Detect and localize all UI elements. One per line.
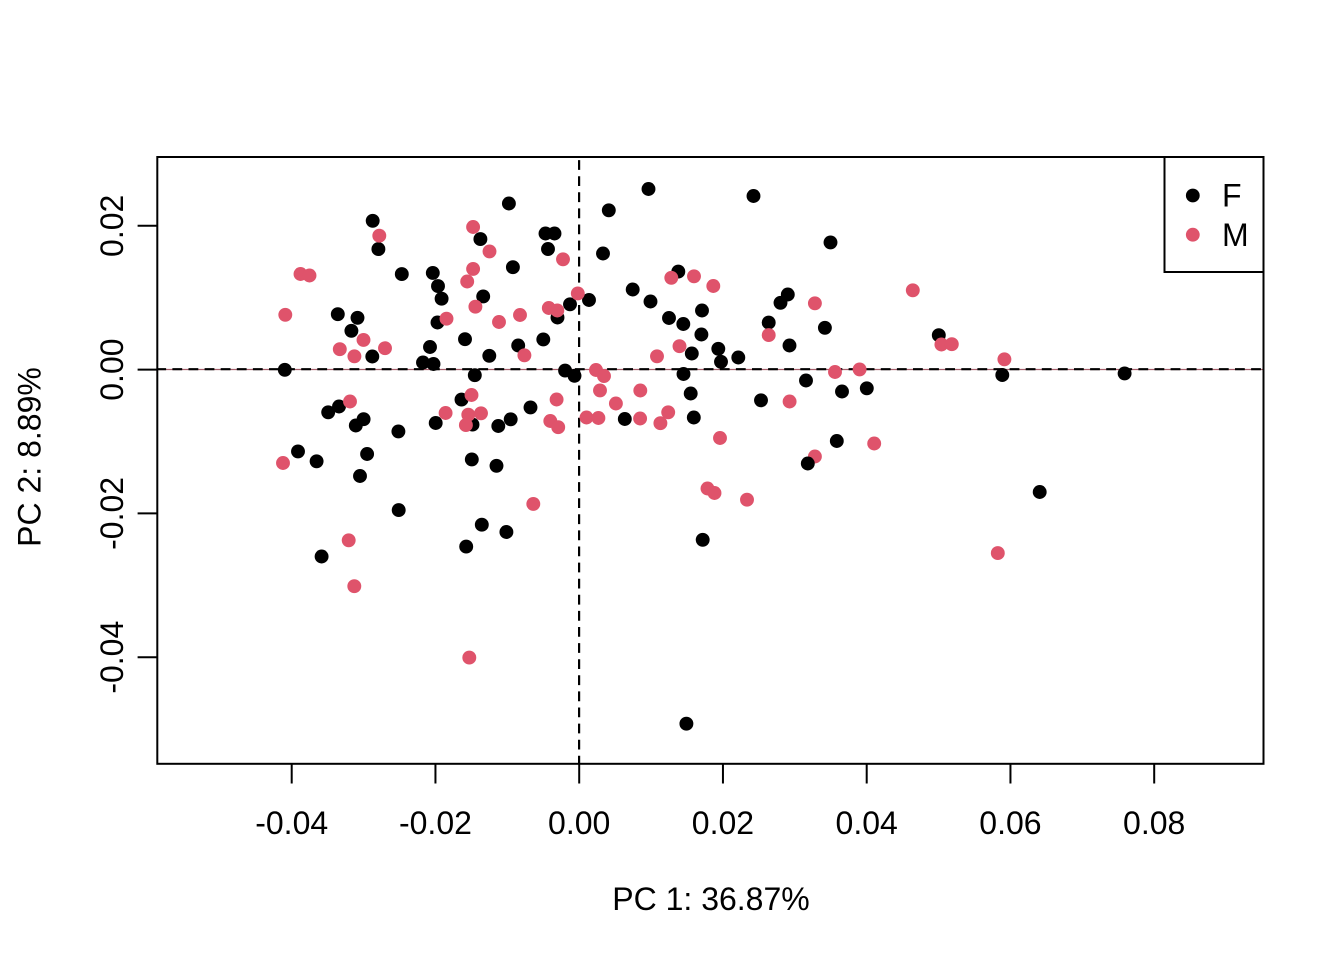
- svg-text:0.06: 0.06: [979, 805, 1041, 841]
- svg-text:F: F: [1222, 178, 1242, 214]
- svg-text:-0.02: -0.02: [399, 805, 472, 841]
- svg-text:-0.02: -0.02: [94, 477, 130, 550]
- svg-text:PC 2: 8.89%: PC 2: 8.89%: [12, 367, 48, 547]
- svg-text:M: M: [1222, 217, 1249, 253]
- svg-text:-0.04: -0.04: [94, 621, 130, 694]
- svg-text:-0.04: -0.04: [255, 805, 328, 841]
- svg-text:0.02: 0.02: [692, 805, 754, 841]
- svg-text:0.08: 0.08: [1123, 805, 1185, 841]
- svg-text:PC 1: 36.87%: PC 1: 36.87%: [612, 881, 809, 917]
- svg-text:0.02: 0.02: [94, 195, 130, 257]
- svg-text:0.04: 0.04: [836, 805, 898, 841]
- svg-text:0.00: 0.00: [94, 338, 130, 400]
- svg-text:0.00: 0.00: [548, 805, 610, 841]
